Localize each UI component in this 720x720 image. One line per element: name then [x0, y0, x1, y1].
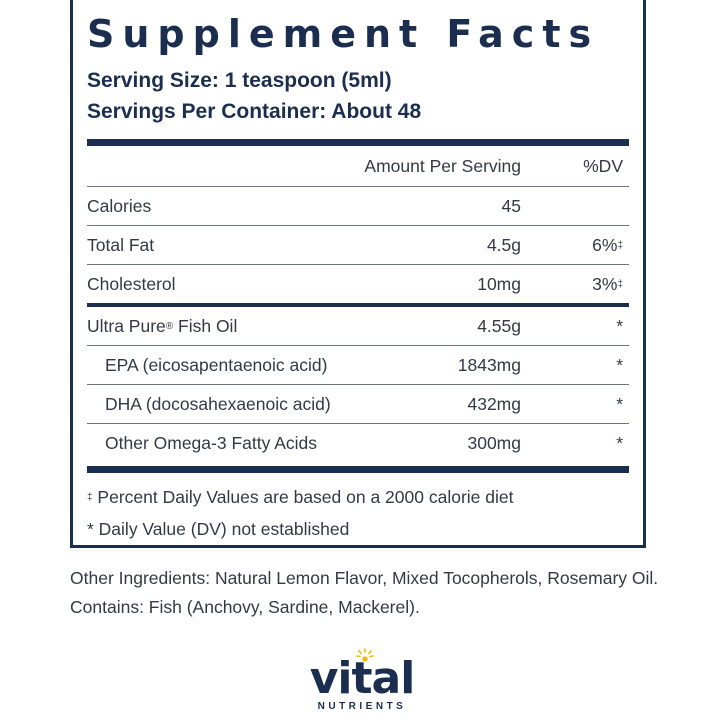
ingredient-dv: * — [616, 433, 623, 453]
brand-logo: vital NUTRIENTS — [300, 648, 424, 720]
ingredient-dv: * — [616, 355, 623, 375]
nutrient-amount: 45 — [501, 196, 521, 216]
table-row: DHA (docosahexaenoic acid) 432mg * — [87, 385, 629, 423]
table-row: Calories 45 — [87, 187, 629, 225]
ingredient-amount: 432mg — [467, 394, 521, 414]
other-ingredients: Other Ingredients: Natural Lemon Flavor,… — [70, 568, 659, 588]
section-divider — [87, 303, 629, 307]
footnotes: ‡ Percent Daily Values are based on a 20… — [87, 473, 629, 543]
logo-subtitle: NUTRIENTS — [317, 701, 407, 712]
nutrient-dv: 6%‡ — [592, 235, 623, 255]
header-dv: %DV — [583, 156, 623, 176]
ingredient-name: DHA (docosahexaenoic acid) — [105, 394, 331, 414]
divider — [87, 345, 629, 346]
supplement-facts-panel: Supplement Facts Serving Size: 1 teaspoo… — [70, 0, 646, 548]
header-amount: Amount Per Serving — [364, 156, 521, 176]
nutrient-name: Calories — [87, 196, 152, 216]
nutrient-name: Total Fat — [87, 235, 155, 255]
table-row: Other Omega-3 Fatty Acids 300mg * — [87, 424, 629, 462]
table-row: Ultra Pure® Fish Oil 4.55g * — [87, 307, 629, 345]
sun-icon — [356, 648, 374, 662]
ingredient-amount: 4.55g — [477, 316, 521, 336]
table-row: Total Fat 4.5g 6%‡ — [87, 226, 629, 264]
logo-word: vital — [309, 653, 416, 704]
nutrient-name: Cholesterol — [87, 274, 176, 294]
ingredient-name: Other Omega-3 Fatty Acids — [105, 433, 318, 453]
nutrient-dv: 3%‡ — [592, 274, 623, 294]
divider — [87, 264, 629, 265]
ingredient-amount: 300mg — [467, 433, 521, 453]
table-row: EPA (eicosapentaenoic acid) 1843mg * — [87, 346, 629, 384]
table-row: Cholesterol 10mg 3%‡ — [87, 265, 629, 303]
contains-allergens: Contains: Fish (Anchovy, Sardine, Macker… — [70, 597, 420, 617]
nutrient-amount: 10mg — [477, 274, 521, 294]
ingredient-dv: * — [616, 316, 623, 336]
thick-divider — [87, 466, 629, 473]
ingredient-name: EPA (eicosapentaenoic acid) — [105, 355, 328, 375]
thick-divider — [87, 139, 629, 146]
divider — [87, 384, 629, 385]
ingredient-name: Ultra Pure® Fish Oil — [87, 316, 238, 336]
serving-size: Serving Size: 1 teaspoon (5ml) — [87, 69, 392, 92]
footnote-pdv: ‡ Percent Daily Values are based on a 20… — [87, 487, 514, 507]
footnote-dv-not-established: * Daily Value (DV) not established — [87, 519, 350, 539]
divider — [87, 186, 629, 187]
panel-title: Supplement Facts — [87, 12, 600, 56]
divider — [87, 423, 629, 424]
table-header: Amount Per Serving %DV — [87, 146, 629, 186]
ingredient-amount: 1843mg — [457, 355, 521, 375]
nutrient-amount: 4.5g — [486, 235, 521, 255]
ingredients-info: Other Ingredients: Natural Lemon Flavor,… — [70, 564, 690, 622]
ingredient-dv: * — [616, 394, 623, 414]
servings-per-container: Servings Per Container: About 48 — [87, 100, 422, 123]
divider — [87, 225, 629, 226]
